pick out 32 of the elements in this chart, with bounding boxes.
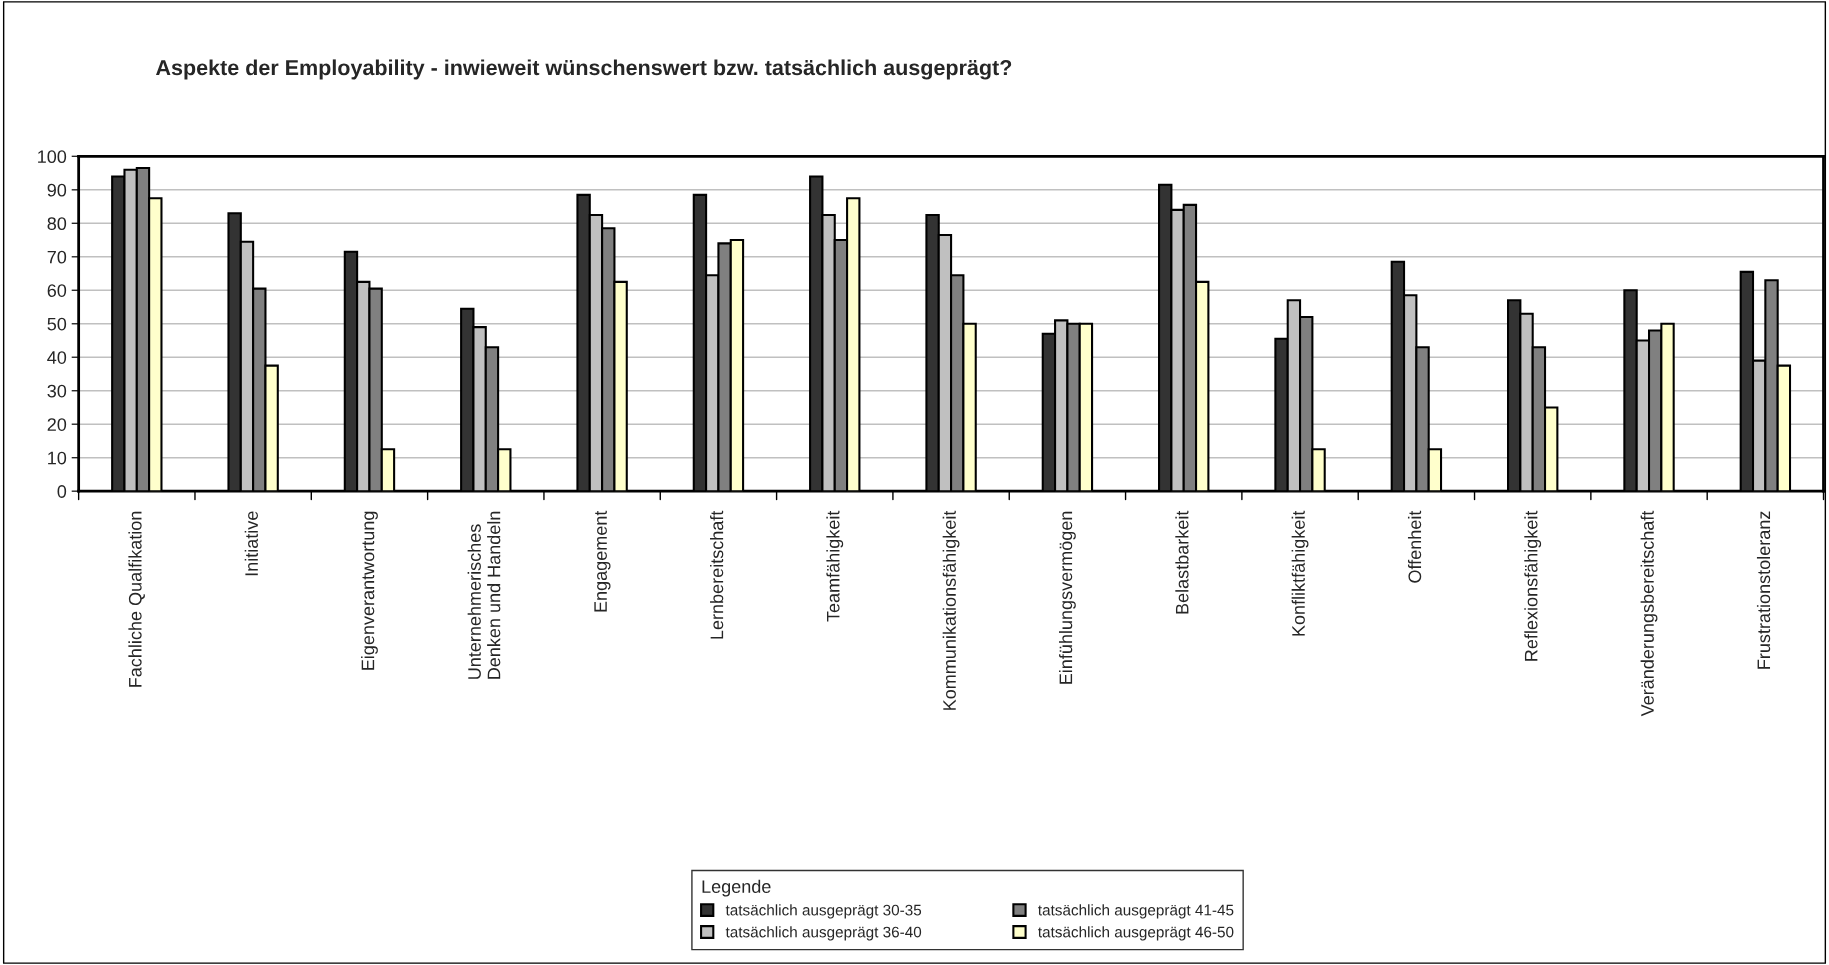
x-tick-label: Reflexionsfähigkeit	[1524, 510, 1542, 661]
y-tick-label: 10	[48, 451, 67, 465]
x-tick-label: Lernbereitschaft	[710, 510, 724, 639]
y-tick-label: 80	[47, 217, 67, 231]
x-tick-label: Veränderungsbereitschaft	[1640, 510, 1658, 717]
x-tick-label: Eigenverantwortung	[361, 511, 378, 670]
x-tick-label: Fachliche Qualfikation	[128, 511, 145, 687]
y-tick-label: 70	[47, 250, 67, 264]
x-tick-label: Unternehmerisches Denken und Handeln	[467, 511, 501, 679]
x-tick-label: Initiative	[244, 511, 258, 576]
y-tick-label: 100	[38, 150, 67, 164]
x-tick-label: Einfühlungsvermögen	[1058, 511, 1076, 684]
legend-label: tatsächlich ausgeprägt 41-45	[1038, 904, 1234, 919]
y-tick-label: 50	[47, 317, 67, 331]
legend-title: Legende	[702, 879, 771, 897]
chart-title: Aspekte der Employability - inwieweit wünschenswert bzw. tatsächlich ausgeprägt?	[156, 59, 1012, 80]
legend-label: tatsächlich ausgeprägt 36-40	[725, 926, 922, 941]
y-tick-label: 30	[47, 384, 67, 398]
legend-label: tatsächlich ausgeprägt 46-50	[1038, 926, 1234, 941]
y-tick-label: 0	[57, 485, 67, 498]
x-tick-label: Frustrationstoleranz	[1756, 511, 1771, 669]
y-tick-label: 20	[47, 418, 67, 431]
y-tick-label: 60	[47, 284, 67, 297]
legend-label: tatsächlich ausgeprägt 30-35	[725, 904, 922, 919]
x-tick-label: Konfliktfähigkeit	[1291, 510, 1309, 636]
x-tick-label: Offenheit	[1407, 510, 1422, 583]
y-tick-label: 40	[47, 351, 67, 364]
x-tick-label: Belastbarkeit	[1175, 510, 1189, 614]
x-tick-label: Engagement	[594, 510, 611, 612]
x-tick-label: Kommunikationsfähigkeit	[942, 510, 960, 710]
x-tick-label: Teamfähigkeit	[826, 510, 844, 622]
y-tick-label: 90	[47, 183, 67, 197]
